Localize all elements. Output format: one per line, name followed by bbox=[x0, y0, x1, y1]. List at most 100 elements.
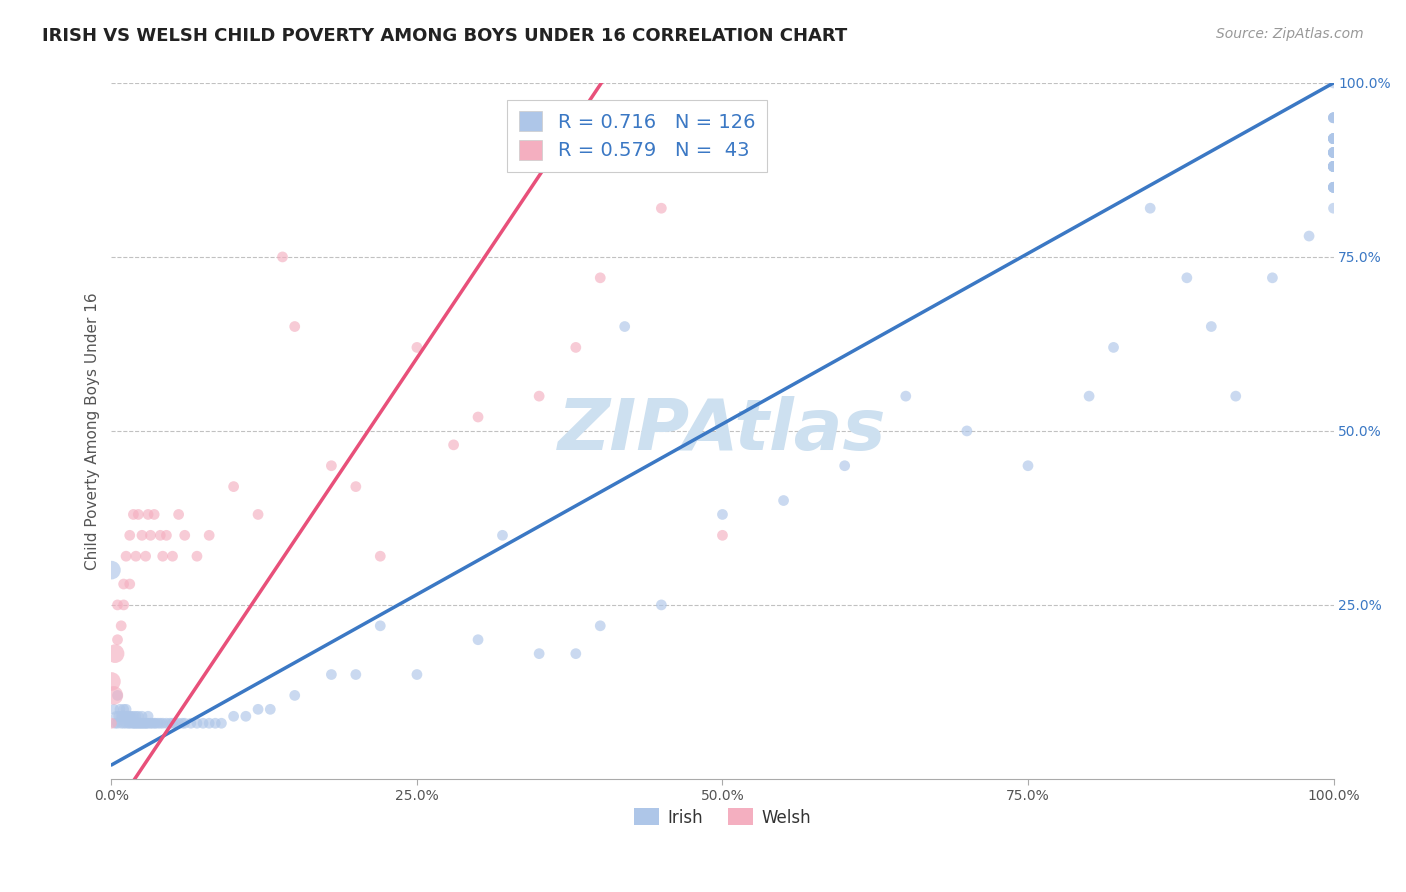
Point bbox=[1139, 201, 1161, 215]
Point bbox=[115, 716, 138, 731]
Point bbox=[589, 270, 612, 285]
Point bbox=[122, 716, 145, 731]
Point bbox=[1322, 180, 1344, 194]
Point bbox=[103, 689, 125, 703]
Point bbox=[135, 716, 157, 731]
Point bbox=[1322, 180, 1344, 194]
Point bbox=[146, 716, 169, 731]
Point bbox=[129, 716, 152, 731]
Point bbox=[107, 689, 129, 703]
Point bbox=[131, 716, 153, 731]
Point bbox=[368, 619, 391, 633]
Point bbox=[114, 709, 136, 723]
Point bbox=[1322, 145, 1344, 160]
Point bbox=[107, 709, 129, 723]
Point bbox=[186, 549, 208, 564]
Point bbox=[125, 549, 148, 564]
Point bbox=[104, 647, 127, 661]
Point bbox=[115, 549, 138, 564]
Point bbox=[284, 319, 307, 334]
Point bbox=[1322, 145, 1344, 160]
Point bbox=[1175, 270, 1198, 285]
Point bbox=[108, 702, 131, 716]
Point bbox=[125, 716, 148, 731]
Point bbox=[149, 716, 172, 731]
Point bbox=[321, 667, 343, 681]
Point bbox=[1322, 131, 1344, 145]
Point bbox=[247, 702, 270, 716]
Point bbox=[1322, 180, 1344, 194]
Point bbox=[772, 493, 794, 508]
Point bbox=[650, 201, 672, 215]
Point bbox=[103, 702, 125, 716]
Point bbox=[112, 577, 135, 591]
Point bbox=[1322, 160, 1344, 174]
Point bbox=[117, 716, 139, 731]
Point bbox=[1322, 160, 1344, 174]
Point bbox=[1322, 111, 1344, 125]
Point bbox=[467, 409, 489, 424]
Point bbox=[711, 528, 734, 542]
Point bbox=[1322, 160, 1344, 174]
Point bbox=[565, 340, 588, 354]
Point bbox=[112, 598, 135, 612]
Point bbox=[152, 549, 174, 564]
Point bbox=[104, 716, 127, 731]
Point bbox=[1322, 131, 1344, 145]
Point bbox=[122, 709, 145, 723]
Point bbox=[711, 508, 734, 522]
Point bbox=[180, 716, 202, 731]
Point bbox=[1322, 145, 1344, 160]
Point bbox=[118, 709, 141, 723]
Point bbox=[1322, 111, 1344, 125]
Point bbox=[198, 716, 221, 731]
Point bbox=[191, 716, 214, 731]
Point bbox=[344, 480, 367, 494]
Point bbox=[105, 709, 128, 723]
Legend: Irish, Welsh: Irish, Welsh bbox=[627, 802, 817, 833]
Point bbox=[1322, 131, 1344, 145]
Point bbox=[172, 716, 194, 731]
Point bbox=[406, 340, 429, 354]
Point bbox=[527, 389, 550, 403]
Point bbox=[139, 528, 162, 542]
Point bbox=[118, 716, 141, 731]
Point bbox=[1322, 160, 1344, 174]
Point bbox=[1322, 160, 1344, 174]
Point bbox=[163, 716, 186, 731]
Point bbox=[125, 716, 148, 731]
Point bbox=[1201, 319, 1223, 334]
Point bbox=[107, 716, 129, 731]
Point bbox=[271, 250, 294, 264]
Point bbox=[155, 716, 177, 731]
Text: Source: ZipAtlas.com: Source: ZipAtlas.com bbox=[1216, 27, 1364, 41]
Point bbox=[135, 716, 157, 731]
Point bbox=[100, 716, 122, 731]
Point bbox=[159, 716, 181, 731]
Point bbox=[124, 716, 146, 731]
Point bbox=[1322, 145, 1344, 160]
Point bbox=[1102, 340, 1125, 354]
Point bbox=[110, 716, 132, 731]
Point bbox=[259, 702, 281, 716]
Point bbox=[1322, 160, 1344, 174]
Point bbox=[100, 563, 122, 577]
Point bbox=[131, 528, 153, 542]
Point bbox=[107, 632, 129, 647]
Point bbox=[167, 716, 190, 731]
Point bbox=[1322, 160, 1344, 174]
Point bbox=[112, 702, 135, 716]
Point bbox=[136, 716, 159, 731]
Point bbox=[127, 716, 149, 731]
Point bbox=[1322, 180, 1344, 194]
Point bbox=[136, 709, 159, 723]
Point bbox=[1322, 131, 1344, 145]
Point bbox=[127, 709, 149, 723]
Point bbox=[149, 528, 172, 542]
Point bbox=[118, 577, 141, 591]
Point bbox=[491, 528, 513, 542]
Point bbox=[173, 528, 195, 542]
Point bbox=[1322, 160, 1344, 174]
Point bbox=[167, 508, 190, 522]
Point bbox=[1322, 160, 1344, 174]
